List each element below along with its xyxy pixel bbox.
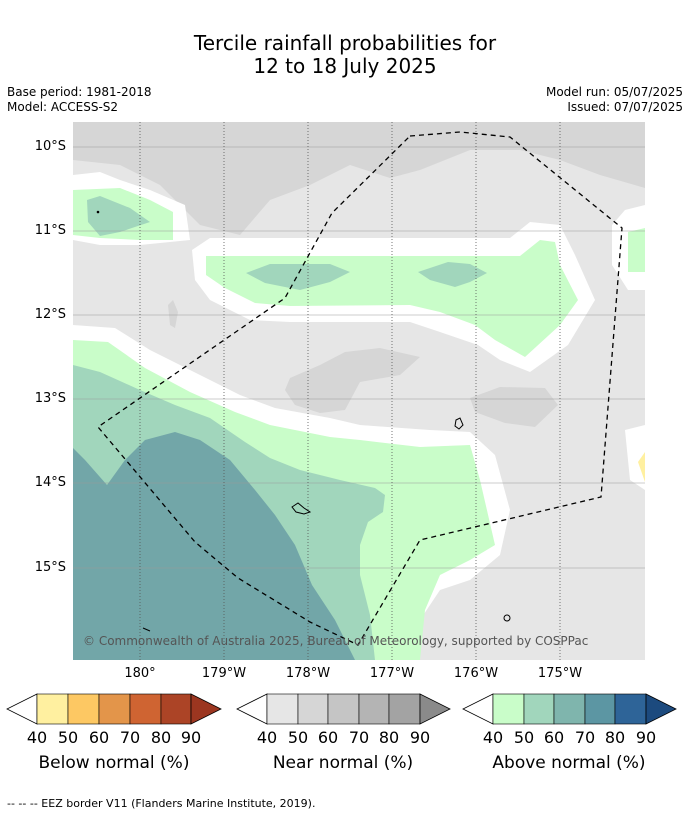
cb-near-label: Near normal (%) <box>272 753 414 773</box>
cb-near-tick-70: 70 <box>348 728 370 747</box>
model-name: Model: ACCESS-S2 <box>7 100 119 114</box>
cb-near-tick-60: 60 <box>317 728 339 747</box>
colorbar-above <box>462 693 677 725</box>
colorbar-near <box>236 693 451 725</box>
above-normal-40-region-4 <box>628 228 645 272</box>
above-normal-50-region-2 <box>87 196 150 236</box>
above-normal-50-region-3 <box>246 264 350 290</box>
cb-above-tick-40: 40 <box>482 728 504 747</box>
lon-label-180: 180° <box>124 666 156 681</box>
lon-label-175w: 175°W <box>537 666 583 681</box>
eez-footnote: -- -- -- EEZ border V11 (Flanders Marine… <box>7 797 316 810</box>
lat-label-10s: 10°S <box>34 139 66 154</box>
near-normal-50-blob-1 <box>285 348 420 413</box>
cb-below-tick-60: 60 <box>88 728 110 747</box>
lon-label-176w: 176°W <box>453 666 499 681</box>
cb-below-tick-90: 90 <box>180 728 202 747</box>
no-dominant-band-5 <box>625 425 645 490</box>
cb-near-tick-40: 40 <box>256 728 278 747</box>
islands <box>96 210 511 632</box>
eez-border <box>97 131 623 646</box>
lon-label-179w: 179°W <box>201 666 247 681</box>
cb-below-tick-50: 50 <box>57 728 79 747</box>
lat-label-14s: 14°S <box>34 475 66 490</box>
colorbar-below <box>6 693 222 725</box>
cb-above-label: Above normal (%) <box>492 753 646 773</box>
above-normal-60-region <box>73 432 355 660</box>
lon-label-178w: 178°W <box>285 666 331 681</box>
cb-above-tick-70: 70 <box>574 728 596 747</box>
issued-date: Issued: 07/07/2025 <box>567 100 683 114</box>
cb-above-tick-80: 80 <box>604 728 626 747</box>
cb-near-tick-80: 80 <box>378 728 400 747</box>
lat-label-15s: 15°S <box>34 560 66 575</box>
base-period: Base period: 1981-2018 <box>7 85 152 99</box>
cb-above-tick-50: 50 <box>513 728 535 747</box>
meta-right: Model run: 05/07/2025 Issued: 07/07/2025 <box>546 85 683 115</box>
copyright-notice: © Commonwealth of Australia 2025, Bureau… <box>83 634 589 648</box>
cb-below-tick-70: 70 <box>119 728 141 747</box>
lon-label-177w: 177°W <box>369 666 415 681</box>
cb-above-tick-60: 60 <box>543 728 565 747</box>
cb-below-tick-80: 80 <box>150 728 172 747</box>
lat-gridlines <box>73 146 645 569</box>
lat-label-11s: 11°S <box>34 223 66 238</box>
cb-below-label: Below normal (%) <box>38 753 190 773</box>
cb-near-tick-50: 50 <box>287 728 309 747</box>
cb-near-tick-90: 90 <box>409 728 431 747</box>
cb-below-tick-40: 40 <box>26 728 48 747</box>
lat-label-13s: 13°S <box>34 391 66 406</box>
cb-above-tick-90: 90 <box>635 728 657 747</box>
title-line-1: Tercile rainfall probabilities for <box>193 31 497 55</box>
below-normal-40-region <box>638 452 645 482</box>
title-line-2: 12 to 18 July 2025 <box>253 54 437 78</box>
near-normal-50-blob-2 <box>470 387 558 427</box>
near-normal-50-region <box>73 122 645 235</box>
model-run: Model run: 05/07/2025 <box>545 85 683 99</box>
map-title: Tercile rainfall probabilities for 12 to… <box>0 32 690 78</box>
near-normal-50-blob-3 <box>168 300 178 328</box>
meta-left: Base period: 1981-2018 Model: ACCESS-S2 <box>7 85 152 115</box>
lat-label-12s: 12°S <box>34 307 66 322</box>
above-normal-50-region-4 <box>418 262 487 287</box>
